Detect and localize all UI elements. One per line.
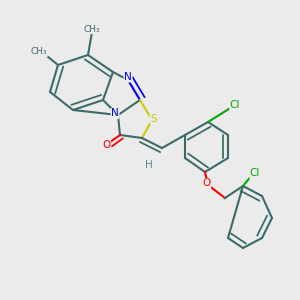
Text: O: O xyxy=(202,178,211,188)
Text: CH₃: CH₃ xyxy=(31,47,47,56)
Text: Cl: Cl xyxy=(230,100,240,110)
Text: CH₃: CH₃ xyxy=(84,25,100,34)
Text: S: S xyxy=(150,113,157,124)
Text: O: O xyxy=(102,140,111,151)
Text: N: N xyxy=(124,72,132,82)
Text: N: N xyxy=(111,109,119,118)
Text: H: H xyxy=(145,160,153,170)
Text: Cl: Cl xyxy=(250,169,260,178)
